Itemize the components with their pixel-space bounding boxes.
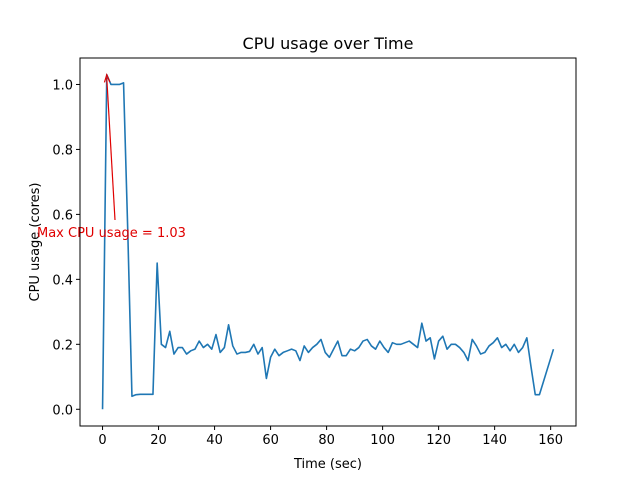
y-tick-label: 0.4 — [52, 273, 73, 288]
x-tick-label: 0 — [98, 433, 106, 448]
y-tick-label: 0.6 — [52, 208, 73, 223]
y-tick-label: 0.2 — [52, 338, 73, 353]
x-tick-label: 120 — [426, 433, 451, 448]
annotation-arrowhead — [103, 72, 111, 83]
x-tick-label: 20 — [150, 433, 167, 448]
x-tick-label: 80 — [318, 433, 335, 448]
x-tick-label: 100 — [370, 433, 395, 448]
y-tick-label: 0.0 — [52, 403, 73, 418]
y-axis-label: CPU usage (cores) — [28, 183, 43, 302]
annotation-arrow — [106, 77, 116, 221]
x-axis-label: Time (sec) — [293, 457, 362, 472]
x-tick-label: 40 — [206, 433, 223, 448]
data-line — [101, 73, 555, 410]
y-tick-label: 1.0 — [52, 78, 73, 93]
x-tick-label: 140 — [482, 433, 507, 448]
chart-title: CPU usage over Time — [243, 34, 414, 53]
x-tick-label: 60 — [262, 433, 279, 448]
annotation-text: Max CPU usage = 1.03 — [37, 226, 186, 241]
x-tick-label: 160 — [538, 433, 563, 448]
plot-frame — [79, 57, 577, 427]
y-tick-label: 0.8 — [52, 143, 73, 158]
